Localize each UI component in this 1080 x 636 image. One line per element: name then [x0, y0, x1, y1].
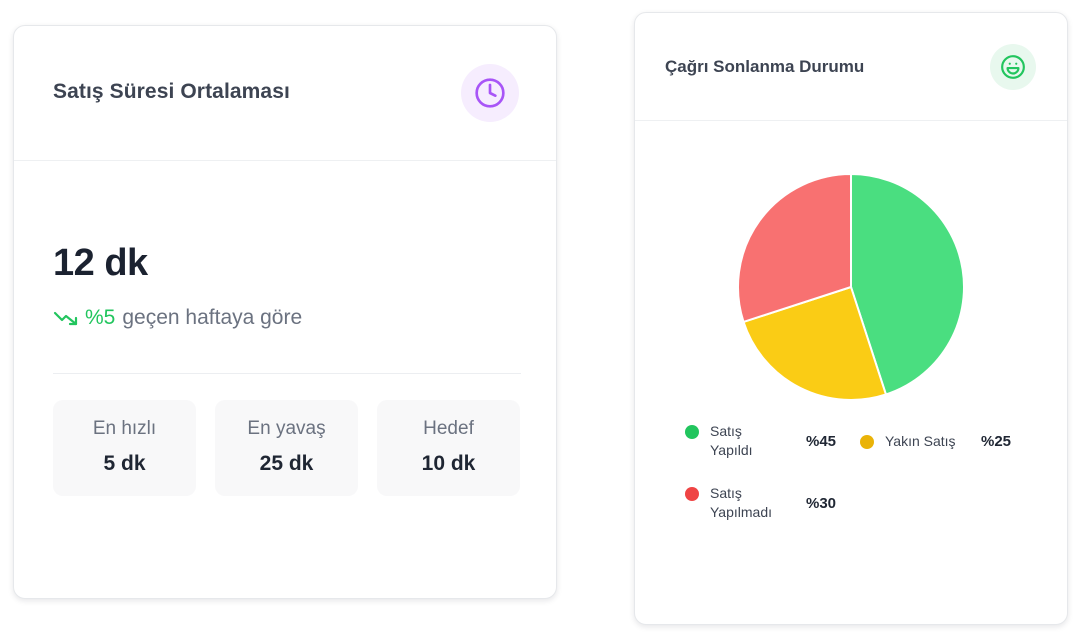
stat-value: 10 dk — [421, 452, 476, 475]
legend-item-near-sale: Yakın Satış — [860, 432, 985, 451]
stat-target: Hedef 10 dk — [377, 400, 520, 496]
stat-value: 25 dk — [259, 452, 314, 475]
trend-percent: %5 — [85, 306, 116, 329]
legend-dot — [685, 487, 699, 501]
trending-down-icon — [53, 308, 79, 328]
smile-icon — [990, 44, 1036, 90]
avg-sales-duration-card: Satış Süresi Ortalaması 12 dk %5 geçen h… — [13, 25, 557, 599]
stat-slowest: En yavaş 25 dk — [215, 400, 358, 496]
legend-dot — [685, 425, 699, 439]
pie-slice-2 — [742, 285, 888, 401]
divider — [53, 373, 521, 374]
average-duration-value: 12 dk — [53, 242, 148, 284]
legend-label: Satış Yapıldı — [710, 423, 753, 458]
stat-value: 5 dk — [103, 452, 146, 475]
legend-label: Yakın Satış — [885, 433, 956, 449]
card-title: Çağrı Sonlanma Durumu — [665, 57, 865, 76]
pie-slice-3 — [737, 172, 852, 324]
legend-percent: %45 — [806, 433, 837, 450]
pie-chart — [737, 172, 965, 401]
legend-percent: %30 — [806, 495, 837, 512]
pie-slice-1 — [850, 172, 965, 396]
stat-label: Hedef — [423, 418, 474, 439]
clock-icon — [461, 64, 519, 122]
card-title: Satış Süresi Ortalaması — [53, 80, 290, 103]
trend-text: geçen haftaya göre — [122, 306, 303, 329]
legend-item-no-sale: Satış Yapılmadı — [685, 484, 780, 522]
call-outcome-card: Çağrı Sonlanma Durumu Satış Yapıldı %45 … — [634, 12, 1068, 625]
legend-label: Satış Yapılmadı — [710, 485, 772, 520]
card-header: Satış Süresi Ortalaması — [14, 26, 556, 161]
stat-fastest: En hızlı 5 dk — [53, 400, 196, 496]
card-header: Çağrı Sonlanma Durumu — [635, 13, 1067, 121]
trend-indicator: %5 geçen haftaya göre — [53, 306, 302, 330]
legend-item-sale: Satış Yapıldı — [685, 422, 780, 460]
stat-label: En hızlı — [92, 418, 157, 439]
legend-dot — [860, 435, 874, 449]
stat-label: En yavaş — [247, 418, 326, 439]
legend-percent: %25 — [981, 433, 1012, 450]
